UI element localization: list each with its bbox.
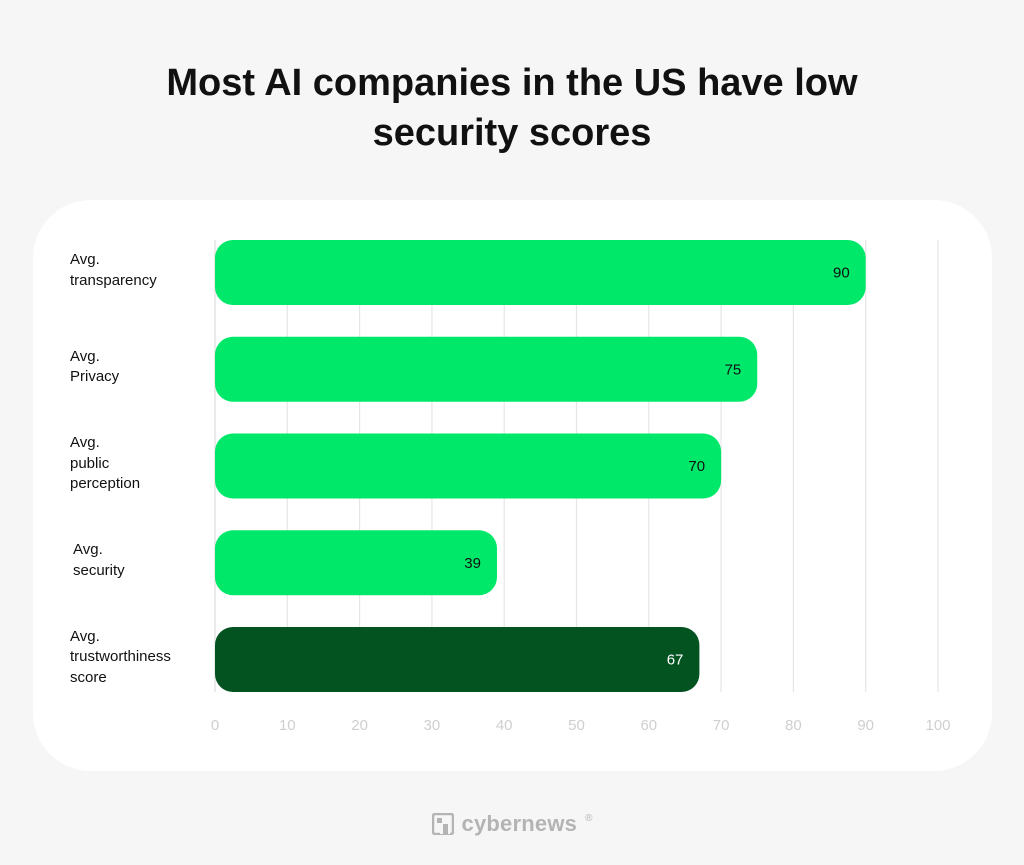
data-label: 39: [464, 555, 481, 572]
chart-title: Most AI companies in the US have low sec…: [0, 58, 1024, 158]
category-label-line: security: [73, 561, 125, 579]
x-tick-label: 0: [211, 717, 219, 734]
category-label: Avg. trustworthiness score: [70, 627, 205, 689]
data-label: 75: [725, 361, 742, 378]
category-label: Avg. transparency: [70, 250, 205, 291]
bar: [215, 530, 497, 596]
category-label-line: Privacy: [70, 368, 120, 386]
category-label: Avg. security: [73, 540, 208, 581]
x-tick-label: 100: [925, 717, 950, 734]
bar: [215, 240, 866, 305]
data-label: 67: [667, 652, 684, 669]
cybernews-logo-icon: [431, 813, 454, 835]
bar: [215, 627, 700, 692]
category-label: Avg. public perception: [70, 433, 205, 495]
chart-title-line-2: security scores: [372, 112, 652, 154]
footer-logo: cybernews ®: [0, 810, 1024, 838]
category-label-line: Avg.: [73, 541, 103, 559]
category-label-line: Avg.: [70, 434, 100, 452]
x-tick-label: 20: [351, 717, 368, 734]
x-tick-label: 90: [857, 717, 874, 734]
x-tick-label: 10: [279, 717, 296, 734]
category-label-line: score: [70, 668, 107, 686]
x-tick-label: 80: [785, 717, 802, 734]
x-tick-label: 60: [640, 717, 657, 734]
category-label-line: Avg.: [70, 627, 100, 645]
brand-name: cybernews: [461, 811, 578, 836]
data-label: 90: [833, 265, 850, 282]
bar: [215, 433, 722, 499]
category-label-line: Avg.: [70, 347, 100, 365]
bar: [215, 336, 758, 402]
x-tick-label: 50: [568, 717, 585, 734]
category-label-line: public: [70, 454, 110, 472]
x-tick-label: 30: [424, 717, 441, 734]
category-label: Avg. Privacy: [70, 347, 205, 388]
x-tick-label: 70: [713, 717, 730, 734]
data-label: 70: [688, 458, 705, 475]
category-label-line: transparency: [70, 271, 157, 289]
category-label-line: trustworthiness: [70, 648, 171, 666]
chart-title-line-1: Most AI companies in the US have low: [166, 62, 858, 104]
x-tick-label: 40: [496, 717, 513, 734]
category-label-line: perception: [70, 475, 141, 493]
registered-mark: ®: [585, 812, 593, 824]
category-label-line: Avg.: [70, 251, 100, 268]
